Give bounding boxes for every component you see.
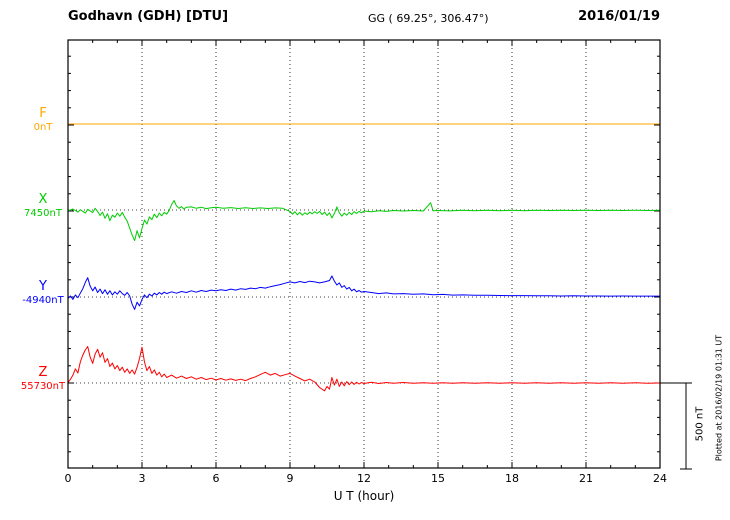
svg-text:18: 18 bbox=[505, 472, 519, 485]
station-title: Godhavn (GDH) [DTU] bbox=[68, 9, 229, 24]
svg-text:12: 12 bbox=[357, 472, 371, 485]
component-label-y: Y -4940nT bbox=[8, 280, 78, 306]
svg-text:0: 0 bbox=[65, 472, 72, 485]
date-label: 2016/01/19 bbox=[578, 9, 660, 24]
plotted-at-label: Plotted at 2016/02/19 01:31 UT bbox=[714, 334, 724, 462]
component-baseline-x: 7450nT bbox=[24, 208, 62, 219]
component-name-x: X bbox=[38, 192, 48, 207]
svg-text:15: 15 bbox=[431, 472, 445, 485]
component-label-z: Z 55730nT bbox=[8, 366, 78, 392]
svg-text:9: 9 bbox=[287, 472, 294, 485]
component-label-x: X 7450nT bbox=[8, 193, 78, 219]
svg-text:6: 6 bbox=[213, 472, 220, 485]
svg-text:3: 3 bbox=[139, 472, 146, 485]
svg-text:24: 24 bbox=[653, 472, 667, 485]
trace-Z bbox=[67, 346, 661, 392]
x-tick-labels: 0 3 6 9 12 15 18 21 24 bbox=[65, 472, 668, 485]
observatory-coordinates: GG ( 69.25°, 306.47°) bbox=[368, 12, 489, 25]
component-name-f: F bbox=[39, 106, 47, 121]
plot-frame bbox=[67, 39, 661, 469]
trace-Y bbox=[67, 275, 660, 310]
scale-bar bbox=[660, 382, 692, 470]
grid-lines bbox=[68, 40, 660, 468]
scale-bar-label: 500 nT bbox=[694, 406, 706, 442]
component-name-z: Z bbox=[38, 365, 48, 380]
component-baseline-f: 0nT bbox=[33, 122, 53, 133]
svg-text:21: 21 bbox=[579, 472, 593, 485]
component-baseline-y: -4940nT bbox=[22, 295, 64, 306]
trace-X bbox=[67, 200, 661, 242]
component-name-y: Y bbox=[39, 279, 47, 294]
component-baseline-z: 55730nT bbox=[20, 381, 66, 392]
x-axis-label: U T (hour) bbox=[333, 489, 395, 503]
component-label-f: F 0nT bbox=[8, 107, 78, 133]
